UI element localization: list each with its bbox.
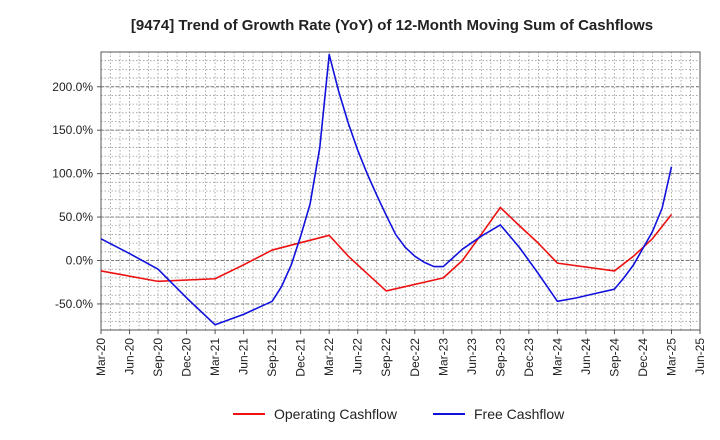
y-tick-label: 50.0% <box>59 210 93 224</box>
grid <box>100 51 701 331</box>
legend-label-operating-cashflow: Operating Cashflow <box>274 406 398 422</box>
chart-title: [9474] Trend of Growth Rate (YoY) of 12-… <box>131 17 653 34</box>
x-tick-label: Dec-23 <box>522 338 536 377</box>
series-layer <box>100 53 673 326</box>
x-tick-label: Sep-20 <box>151 338 165 377</box>
x-tick-label: Sep-24 <box>607 338 621 377</box>
x-tick-label: Mar-21 <box>208 338 222 376</box>
x-tick-label: Sep-21 <box>265 338 279 377</box>
x-axis: Mar-20 Jun-20 Sep-20 Dec-20 Mar-21 Jun-21 Sep-… <box>94 330 707 377</box>
x-tick-label: Jun-20 <box>123 338 137 375</box>
plot-frame <box>100 51 701 331</box>
series-line-free-cashflow <box>100 53 673 326</box>
legend: Operating Cashflow Free Cashflow <box>233 406 565 422</box>
x-tick-label: Sep-23 <box>493 338 507 377</box>
x-tick-label: Jun-21 <box>237 338 251 375</box>
y-tick-label: 0.0% <box>66 254 94 268</box>
x-tick-label: Jun-25 <box>693 338 707 375</box>
x-tick-label: Dec-24 <box>636 338 650 377</box>
y-axis: -50.0% 0.0% 50.0% 100.0% 150.0% 200.0% <box>52 80 101 311</box>
y-tick-label: 150.0% <box>52 123 93 137</box>
x-tick-label: Mar-23 <box>436 338 450 376</box>
y-tick-label: -50.0% <box>55 297 93 311</box>
x-tick-label: Sep-22 <box>379 338 393 377</box>
x-tick-label: Dec-20 <box>180 338 194 377</box>
x-tick-label: Jun-23 <box>465 338 479 375</box>
x-tick-label: Mar-24 <box>550 338 564 376</box>
x-tick-label: Mar-25 <box>664 338 678 376</box>
x-tick-label: Dec-22 <box>408 338 422 377</box>
x-tick-label: Jun-24 <box>579 338 593 375</box>
legend-label-free-cashflow: Free Cashflow <box>474 406 565 422</box>
y-tick-label: 200.0% <box>52 80 93 94</box>
x-tick-label: Mar-22 <box>322 338 336 376</box>
y-tick-label: 100.0% <box>52 167 93 181</box>
series-line-operating-cashflow <box>100 206 673 292</box>
x-tick-label: Mar-20 <box>94 338 108 376</box>
x-tick-label: Jun-22 <box>351 338 365 375</box>
x-tick-label: Dec-21 <box>294 338 308 377</box>
